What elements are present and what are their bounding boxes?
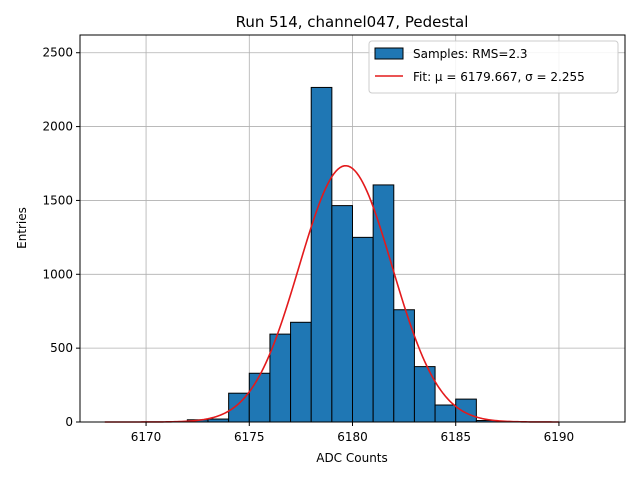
y-tick-label: 500 [50,341,73,355]
x-tick-label: 6175 [234,430,265,444]
histogram-bar [455,398,477,423]
legend-fit-label: Fit: μ = 6179.667, σ = 2.255 [413,70,585,84]
legend: Samples: RMS=2.3 Fit: μ = 6179.667, σ = … [368,40,619,94]
chart-title: Run 514, channel047, Pedestal [236,13,469,31]
x-axis-label: ADC Counts [316,451,388,465]
y-tick-label: 1500 [42,193,73,207]
histogram-bar [290,321,312,423]
histogram-bar [352,236,374,423]
x-tick-label: 6185 [440,430,471,444]
histogram-bars [186,86,498,423]
x-tick-label: 6190 [544,430,575,444]
histogram-bar [228,392,250,423]
y-tick-label: 2000 [42,120,73,134]
y-tick-label: 1000 [42,267,73,281]
x-tick-label: 6170 [131,430,162,444]
y-tick-label: 2500 [42,46,73,60]
histogram-bar [331,205,353,423]
histogram-bar [434,404,457,423]
legend-histogram-swatch [374,47,404,60]
histogram-bar [372,184,395,423]
x-tick-label: 6180 [337,430,368,444]
y-axis-ticks: 0 500 1000 1500 2000 2500 [42,46,80,429]
histogram-bar [310,86,333,423]
histogram-bar [248,372,271,423]
legend-histogram-label: Samples: RMS=2.3 [413,47,528,61]
y-tick-label: 0 [65,415,73,429]
legend-box [368,40,619,94]
x-axis-ticks: 6170 6175 6180 6185 6190 [131,422,574,444]
y-axis-label: Entries [15,207,29,249]
